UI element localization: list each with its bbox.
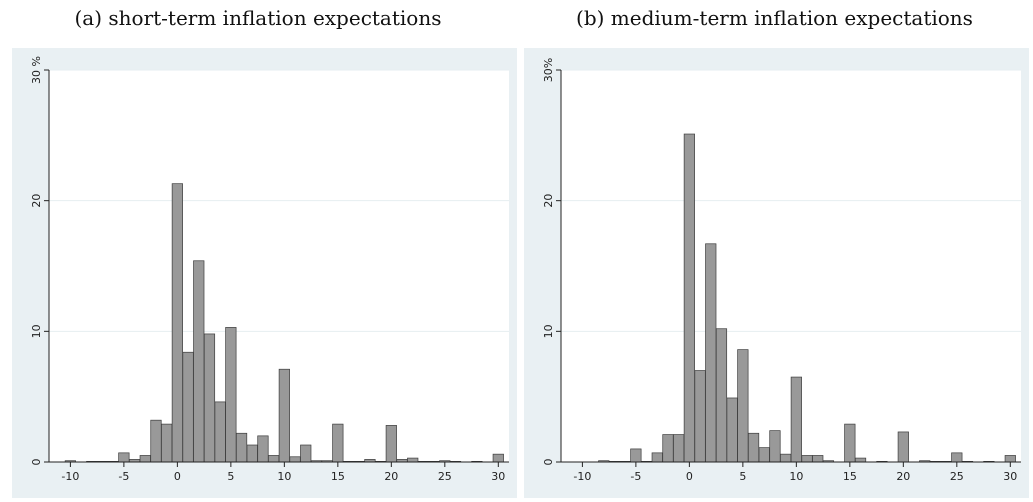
medium-term-x-tick-label: 15 xyxy=(843,470,857,483)
medium-term-bar xyxy=(726,397,738,463)
chart-medium-term-svg: -10 -5 0 5 10 15 20 25 30 0 10 20 30% xyxy=(542,58,1021,483)
short-term-x-tick-label: 30 xyxy=(491,470,505,483)
medium-term-bar xyxy=(844,423,856,463)
short-term-x-tick-label: 5 xyxy=(227,470,234,483)
short-term-bar xyxy=(150,419,162,463)
short-term-bar xyxy=(300,444,312,463)
short-term-bar xyxy=(246,444,258,463)
medium-term-bar xyxy=(694,370,706,463)
medium-term-bar xyxy=(662,434,674,463)
short-term-bar xyxy=(385,425,397,463)
short-term-y-tick-label: 30 % xyxy=(30,56,43,84)
medium-term-x-tick-label: 10 xyxy=(789,470,803,483)
short-term-x-tick-label: -10 xyxy=(61,470,79,483)
medium-term-bar xyxy=(780,453,792,463)
short-term-bar xyxy=(118,452,130,463)
medium-term-bar xyxy=(1004,455,1016,463)
short-term-x-tick-label: 20 xyxy=(384,470,398,483)
short-term-bar xyxy=(492,453,504,463)
short-term-bar xyxy=(182,351,194,463)
medium-term-bar xyxy=(673,434,685,463)
medium-term-bar xyxy=(951,452,963,463)
short-term-bar xyxy=(278,368,290,463)
medium-term-x-tick-label: 0 xyxy=(686,470,693,483)
medium-term-x-tick-label: -5 xyxy=(630,470,641,483)
short-term-bar xyxy=(193,260,205,463)
medium-term-bar xyxy=(705,243,717,463)
medium-term-bar xyxy=(747,432,760,463)
medium-term-bar xyxy=(897,431,909,463)
medium-term-bar xyxy=(758,447,770,463)
panel-title-short-term: (a) short-term inflation expectations xyxy=(74,6,442,30)
medium-term-x-tick-label: 30 xyxy=(1003,470,1017,483)
short-term-x-tick-label: 10 xyxy=(277,470,291,483)
medium-term-bar xyxy=(801,455,813,463)
medium-term-bar xyxy=(651,452,663,463)
medium-term-y-tick-label: 10 xyxy=(542,324,555,338)
short-term-bar xyxy=(214,401,226,463)
short-term-y-tick-label: 10 xyxy=(30,324,43,338)
short-term-bar xyxy=(203,333,216,463)
medium-term-y-tick-label: 20 xyxy=(542,194,555,208)
short-term-bar xyxy=(407,457,419,463)
medium-term-y-tick-label: 0 xyxy=(542,459,555,466)
short-term-bar xyxy=(161,423,173,463)
short-term-bar xyxy=(289,456,301,463)
medium-term-bar xyxy=(737,349,749,463)
panel-title-medium-term: (b) medium-term inflation expectations xyxy=(576,6,973,30)
short-term-x-tick-label: 15 xyxy=(331,470,345,483)
short-term-bar xyxy=(139,455,151,463)
short-term-x-tick-label: -5 xyxy=(118,470,129,483)
medium-term-bar xyxy=(790,376,802,463)
medium-term-x-tick-label: 20 xyxy=(896,470,910,483)
short-term-bar xyxy=(257,435,269,463)
medium-term-bar xyxy=(854,457,867,463)
short-term-bar xyxy=(171,183,183,463)
medium-term-bar xyxy=(715,328,728,463)
medium-term-y-tick-label: 30% xyxy=(542,58,555,82)
short-term-x-tick-label: 25 xyxy=(438,470,452,483)
short-term-bar xyxy=(235,432,248,463)
chart-short-term-svg: -10 -5 0 5 10 15 20 25 30 0 10 20 30 % xyxy=(30,56,509,483)
chart-medium-term: -10 -5 0 5 10 15 20 25 30 0 10 20 30% xyxy=(524,48,1029,498)
short-term-bar xyxy=(225,327,237,463)
medium-term-bar xyxy=(769,430,781,463)
medium-term-x-tick-label: 25 xyxy=(950,470,964,483)
medium-term-x-tick-label: 5 xyxy=(739,470,746,483)
medium-term-bar xyxy=(683,133,695,463)
short-term-x-tick-label: 0 xyxy=(174,470,181,483)
chart-short-term: -10 -5 0 5 10 15 20 25 30 0 10 20 30 % xyxy=(12,48,517,498)
medium-term-x-tick-label: -10 xyxy=(573,470,591,483)
short-term-y-tick-label: 0 xyxy=(30,459,43,466)
short-term-bar xyxy=(268,455,280,463)
medium-term-bar xyxy=(812,455,824,463)
medium-term-bar xyxy=(630,448,642,463)
short-term-bar xyxy=(332,423,344,463)
short-term-y-tick-label: 20 xyxy=(30,194,43,208)
